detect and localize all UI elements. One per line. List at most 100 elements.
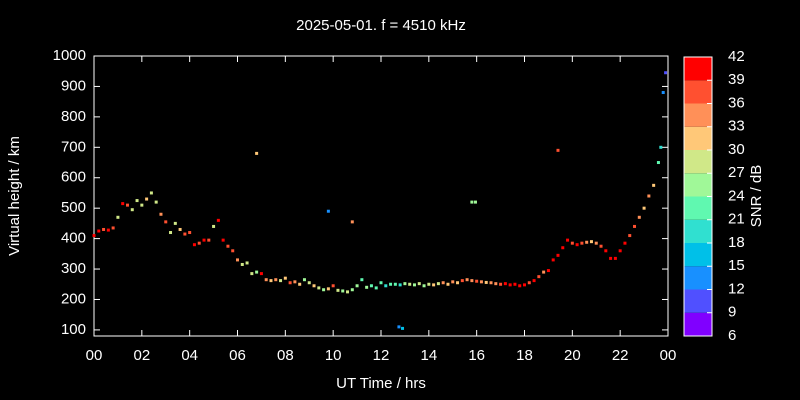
data-point — [473, 200, 477, 204]
data-point — [236, 258, 239, 262]
data-point — [613, 256, 617, 260]
data-point — [566, 238, 570, 242]
data-point — [389, 282, 393, 286]
x-tick-label: 00 — [660, 347, 677, 364]
colorbar-band — [684, 243, 712, 267]
data-point — [293, 280, 297, 284]
data-point — [140, 203, 144, 207]
data-point — [609, 256, 613, 260]
y-tick-label: 300 — [61, 260, 86, 277]
colorbar-tick-label: 30 — [728, 141, 745, 158]
colorbar-tick-label: 27 — [728, 164, 745, 181]
data-point — [231, 249, 235, 253]
x-tick-label: 04 — [181, 347, 198, 364]
data-point — [642, 206, 646, 210]
data-point — [317, 286, 321, 290]
data-point — [594, 241, 598, 245]
x-tick-label: 16 — [468, 347, 485, 364]
colorbar-band — [684, 57, 712, 81]
colorbar-tick-label: 36 — [728, 94, 745, 111]
data-point — [326, 287, 330, 291]
data-point — [623, 241, 627, 245]
data-point — [226, 244, 230, 248]
data-point — [379, 281, 383, 285]
data-point — [183, 232, 187, 236]
data-point — [121, 202, 125, 206]
data-point — [489, 281, 493, 285]
data-point — [398, 283, 402, 287]
colorbar-tick-label: 6 — [728, 327, 736, 344]
y-tick-label: 700 — [61, 138, 86, 155]
data-point — [92, 234, 96, 238]
data-point — [341, 289, 345, 293]
colorbar-tick-label: 21 — [728, 211, 745, 228]
data-point — [589, 240, 593, 244]
data-point — [659, 145, 663, 149]
data-point — [656, 161, 660, 165]
data-point — [350, 288, 354, 292]
data-point — [149, 191, 153, 195]
colorbar-band — [684, 150, 712, 174]
data-point — [207, 238, 211, 242]
data-point — [508, 283, 512, 287]
data-point — [221, 238, 225, 242]
data-point — [503, 282, 507, 286]
x-tick-label: 08 — [277, 347, 294, 364]
data-point — [369, 284, 373, 288]
data-point — [393, 282, 397, 286]
data-point — [460, 279, 464, 283]
data-point — [111, 226, 115, 230]
data-point — [633, 224, 637, 228]
data-point — [240, 262, 244, 266]
data-point — [197, 241, 201, 245]
data-point — [355, 284, 359, 288]
data-point — [192, 243, 196, 247]
y-tick-label: 100 — [61, 321, 86, 338]
colorbar-band — [684, 219, 712, 243]
data-point — [575, 243, 579, 247]
data-point — [546, 269, 550, 273]
data-point — [441, 281, 445, 285]
data-point — [470, 200, 474, 204]
data-point — [116, 215, 120, 219]
data-point — [307, 281, 311, 285]
x-tick-label: 20 — [564, 347, 581, 364]
x-tick-label: 10 — [325, 347, 342, 364]
colorbar-band — [684, 80, 712, 104]
colorbar-tick-label: 42 — [728, 48, 745, 65]
data-point — [484, 280, 488, 284]
data-point — [331, 284, 335, 288]
chart-title: 2025-05-01. f = 4510 kHz — [296, 17, 466, 34]
x-tick-label: 12 — [373, 347, 390, 364]
y-tick-label: 1000 — [53, 47, 86, 64]
data-point — [551, 258, 555, 262]
y-tick-label: 900 — [61, 77, 86, 94]
colorbar-tick-label: 39 — [728, 71, 745, 88]
data-point — [479, 280, 483, 284]
data-point — [570, 241, 574, 245]
colorbar-tick-label: 9 — [728, 304, 736, 321]
data-point — [475, 279, 479, 283]
data-point — [269, 279, 273, 283]
data-point — [417, 282, 421, 286]
data-point — [647, 194, 651, 198]
colorbar-tick-label: 18 — [728, 234, 745, 251]
colorbar-band — [684, 173, 712, 197]
data-point — [664, 71, 668, 75]
data-point — [637, 215, 641, 219]
y-tick-label: 200 — [61, 290, 86, 307]
data-point — [561, 246, 565, 250]
x-tick-label: 18 — [516, 347, 533, 364]
data-point — [537, 275, 541, 279]
colorbar-band — [684, 266, 712, 290]
data-point — [188, 231, 192, 235]
data-point — [102, 227, 106, 231]
colorbar-tick-label: 24 — [728, 187, 745, 204]
data-point — [212, 224, 216, 228]
data-point — [532, 279, 536, 283]
data-point — [264, 278, 268, 282]
data-point — [470, 279, 474, 283]
data-point — [154, 200, 158, 204]
data-point — [465, 278, 469, 282]
